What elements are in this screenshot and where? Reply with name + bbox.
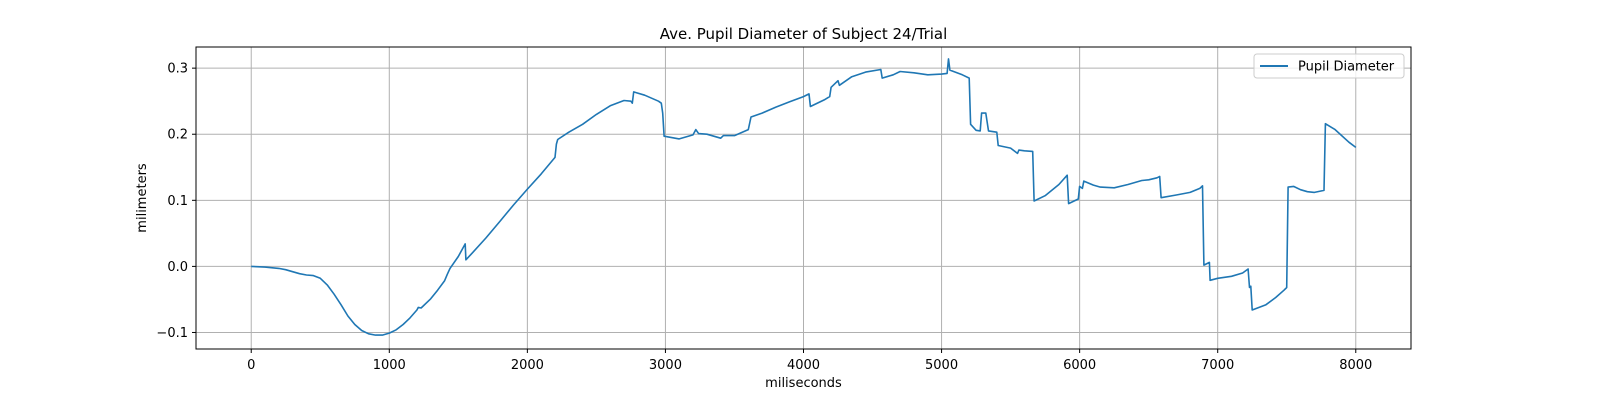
y-tick-label: 0.2 xyxy=(167,128,188,143)
y-tick-label: −0.1 xyxy=(156,326,188,341)
y-tick-label: 0.3 xyxy=(167,62,188,77)
x-tick-label: 6000 xyxy=(1063,358,1096,373)
x-tick-label: 7000 xyxy=(1201,358,1234,373)
legend: Pupil Diameter xyxy=(1253,53,1405,79)
x-tick-label: 3000 xyxy=(649,358,682,373)
x-tick-label: 1000 xyxy=(373,358,406,373)
legend-label-pupil-diameter: Pupil Diameter xyxy=(1298,60,1395,75)
grid-layer xyxy=(196,47,1411,349)
x-tick-label: 8000 xyxy=(1339,358,1372,373)
x-axis-label: miliseconds xyxy=(765,376,842,391)
x-tick-label: 4000 xyxy=(787,358,820,373)
series-layer xyxy=(251,58,1357,336)
x-tick-label: 0 xyxy=(247,358,255,373)
y-tick-label: 0.1 xyxy=(167,194,188,209)
series-line-pupil-diameter xyxy=(251,58,1357,336)
chart-title: Ave. Pupil Diameter of Subject 24/Trial xyxy=(660,25,948,43)
y-tick-label: 0.0 xyxy=(167,260,188,275)
tick-layer: 0 1000 2000 3000 4000 5000 6000 7000 8000 −0.1 0.0… xyxy=(156,62,1372,373)
x-tick-label: 2000 xyxy=(511,358,544,373)
legend-box xyxy=(1253,53,1405,79)
y-axis-label: milimeters xyxy=(135,163,150,233)
x-tick-label: 5000 xyxy=(925,358,958,373)
